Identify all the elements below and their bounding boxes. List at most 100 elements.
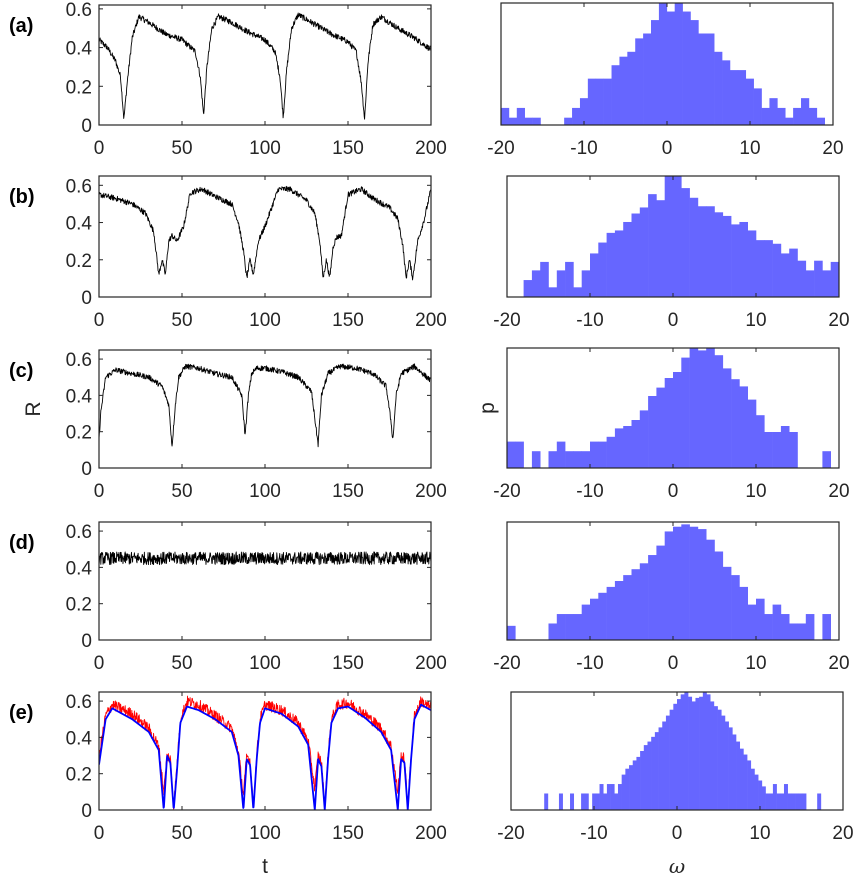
histogram-bar <box>722 215 732 297</box>
histogram-bar <box>722 566 732 640</box>
histogram-bar <box>651 20 660 125</box>
histogram-bar <box>684 692 689 810</box>
histogram-bar <box>619 56 628 125</box>
histogram-bar <box>507 625 516 640</box>
histogram-bar <box>753 88 762 125</box>
histogram-bar <box>756 598 765 640</box>
histogram-bar <box>714 355 724 468</box>
x-tick-label: 10 <box>739 138 760 159</box>
histogram-bar <box>587 78 597 125</box>
histogram-bar <box>702 692 707 810</box>
histogram-bar <box>714 51 723 125</box>
y-tick-label: 0.6 <box>66 176 92 197</box>
histogram-bar <box>573 614 582 640</box>
histogram-bar <box>697 206 707 297</box>
histogram-bar <box>664 176 674 297</box>
histogram-bar <box>564 117 573 125</box>
histogram-bar <box>631 420 641 468</box>
histogram-bar <box>681 357 690 468</box>
histogram-bar <box>515 441 524 468</box>
histogram-bar <box>570 793 575 810</box>
histogram-bar <box>548 451 558 468</box>
x-tick-label: 10 <box>745 653 766 674</box>
histogram-bar <box>531 270 541 297</box>
histogram-bar <box>697 350 707 468</box>
panel-histogram-0: -20 -10 0 10 20 <box>487 2 844 159</box>
histogram-bar <box>795 793 800 810</box>
histogram-bar <box>573 287 582 297</box>
histogram-bar <box>801 98 810 125</box>
panel-timeseries-0: 0 50 100 150 200 0 0.2 0.4 0.6 (a) <box>9 0 447 159</box>
y-tick-label: 0.2 <box>66 77 92 98</box>
histogram-bar <box>714 212 724 297</box>
y-axis-label: p <box>476 402 499 414</box>
histogram-bar <box>737 70 747 125</box>
x-tick-label: 10 <box>745 481 766 502</box>
histogram-bar <box>674 3 683 125</box>
histogram-bar <box>754 774 759 810</box>
x-tick-label: 200 <box>415 653 447 674</box>
histogram-bar <box>756 415 765 468</box>
x-tick-label: 150 <box>332 138 364 159</box>
histogram-bar <box>713 706 718 810</box>
histogram-bar <box>565 261 574 297</box>
x-tick-label: 150 <box>332 310 364 331</box>
histogram-bar <box>747 399 757 468</box>
y-tick-label: 0.4 <box>66 39 93 60</box>
histogram-bar <box>689 197 699 297</box>
histogram-bar <box>798 793 803 810</box>
x-tick-label: 0 <box>94 138 105 159</box>
histogram-bar <box>721 715 726 810</box>
axes-frame <box>98 349 432 469</box>
histogram-bar <box>710 701 715 810</box>
histogram-bar <box>681 524 690 640</box>
histogram-bar <box>614 428 624 468</box>
histogram-bar <box>793 107 802 125</box>
x-tick-label: -20 <box>493 310 520 331</box>
y-tick-label: 0 <box>81 459 92 480</box>
panel-label: (d) <box>9 532 35 554</box>
y-tick-label: 0.4 <box>66 558 93 579</box>
histogram-bar <box>610 784 615 810</box>
x-tick-label: 50 <box>171 823 192 844</box>
histogram-bar <box>785 117 794 125</box>
histogram-bar <box>706 694 711 810</box>
histogram-bar <box>606 784 611 810</box>
histogram-bar <box>614 581 624 640</box>
histogram-bar <box>635 38 644 125</box>
histogram-bar <box>592 793 597 810</box>
histogram-bar <box>780 793 785 810</box>
x-tick-label: -20 <box>497 823 524 844</box>
histogram-bar <box>780 253 790 297</box>
histogram-bar <box>822 614 831 640</box>
panel-histogram-1: -20 -10 0 10 20 <box>493 175 850 331</box>
histogram-bar <box>706 539 715 640</box>
x-tick-label: -10 <box>576 481 603 502</box>
histogram-bar <box>595 78 604 125</box>
histogram-bar <box>714 551 724 640</box>
histogram-bar <box>791 793 796 810</box>
x-tick-label: 50 <box>171 138 192 159</box>
histogram-bar <box>797 260 807 297</box>
histogram-bar <box>722 368 732 468</box>
y-tick-label: 0 <box>81 631 92 652</box>
x-tick-label: 50 <box>171 653 192 674</box>
histogram-bar <box>783 784 788 810</box>
series-line-0 <box>99 185 431 281</box>
y-tick-label: 0 <box>81 288 92 309</box>
histogram-bar <box>579 98 589 125</box>
histogram-bar <box>789 623 798 640</box>
histogram-bar <box>691 701 696 810</box>
histogram-bar <box>651 736 656 810</box>
plot-area <box>523 176 839 297</box>
histogram-bar <box>621 774 626 810</box>
histogram-bar <box>501 107 510 125</box>
x-tick-label: 50 <box>171 481 192 502</box>
y-axis-label: R <box>22 401 45 416</box>
x-tick-label: 20 <box>828 310 849 331</box>
histogram-bar <box>623 426 632 468</box>
histogram-bar <box>739 386 748 468</box>
histogram-bar <box>772 604 782 640</box>
histogram-bar <box>623 221 632 297</box>
y-tick-label: 0.6 <box>66 0 92 21</box>
